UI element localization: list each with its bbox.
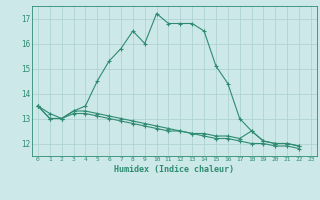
X-axis label: Humidex (Indice chaleur): Humidex (Indice chaleur): [115, 165, 234, 174]
